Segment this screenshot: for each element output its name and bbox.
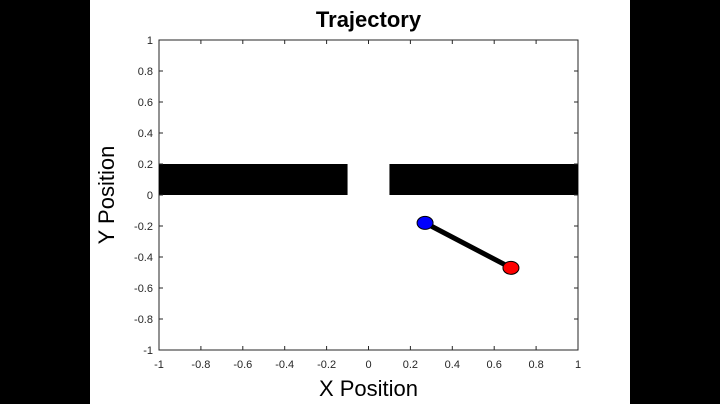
y-tick-label: -0.4	[134, 252, 153, 264]
y-axis-title: Y Position	[94, 146, 119, 245]
x-tick-label: 1	[575, 359, 581, 371]
y-tick-label: 1	[147, 35, 153, 47]
y-tick-label: 0.4	[138, 128, 153, 140]
x-tick-label: -0.8	[191, 359, 210, 371]
x-axis-ticks: -1 -0.8 -0.6 -0.4 -0.2 0 0.2 0.4 0.6 0.8 1	[154, 40, 581, 371]
trajectory-segment	[422, 220, 514, 271]
y-tick-label: -0.2	[134, 221, 153, 233]
y-tick-label: 0.8	[138, 66, 153, 78]
trajectory-layer	[416, 215, 520, 275]
y-tick-label: -0.6	[134, 283, 153, 295]
x-tick-label: -0.4	[275, 359, 294, 371]
end-point	[502, 260, 520, 275]
y-tick-label: -0.8	[134, 314, 153, 326]
x-tick-label: 0.4	[445, 359, 460, 371]
x-tick-label: 0.8	[528, 359, 543, 371]
x-tick-label: -1	[154, 359, 164, 371]
start-point	[416, 215, 434, 230]
x-tick-label: 0	[365, 359, 371, 371]
chart-title: Trajectory	[316, 7, 422, 32]
y-tick-label: -1	[143, 345, 153, 357]
wall-bar-2	[389, 164, 578, 195]
y-axis-ticks: -1 -0.8 -0.6 -0.4 -0.2 0 0.2 0.4 0.6 0.8 1	[134, 35, 578, 357]
y-tick-label: 0.2	[138, 159, 153, 171]
walls-layer	[159, 164, 578, 195]
x-tick-label: 0.2	[403, 359, 418, 371]
y-tick-label: 0.6	[138, 97, 153, 109]
wall-bar-1	[159, 164, 348, 195]
figure-window: Trajectory -1 -0.8 -0.6 -0.4 -0.2 0 0.2 0.4 0.6 0…	[90, 0, 630, 404]
trajectory-chart: Trajectory -1 -0.8 -0.6 -0.4 -0.2 0 0.2 0.4 0.6 0…	[94, 7, 581, 401]
x-tick-label: 0.6	[487, 359, 502, 371]
x-tick-label: -0.6	[233, 359, 252, 371]
x-tick-label: -0.2	[317, 359, 336, 371]
x-axis-title: X Position	[319, 376, 418, 401]
y-tick-label: 0	[147, 190, 153, 202]
